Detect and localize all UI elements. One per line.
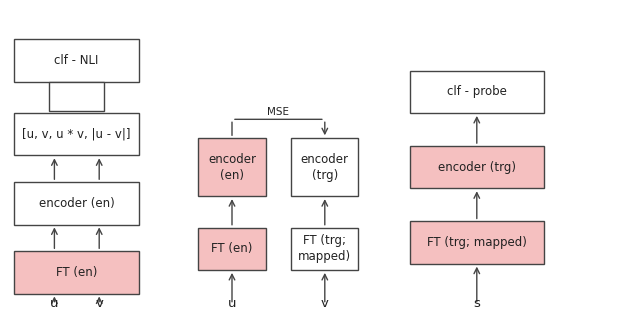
Text: encoder (en): encoder (en) (38, 197, 115, 210)
Text: [u, v, u * v, |u - v|]: [u, v, u * v, |u - v|] (22, 128, 131, 141)
Text: s: s (474, 297, 480, 310)
Text: clf - probe: clf - probe (447, 85, 507, 98)
Text: clf - NLI: clf - NLI (54, 54, 99, 67)
Bar (14, 182, 139, 225)
Text: MSE: MSE (268, 107, 289, 117)
Bar (291, 138, 358, 196)
Bar (410, 221, 544, 264)
Text: v: v (95, 297, 103, 310)
Bar (198, 138, 266, 196)
Bar (198, 228, 266, 270)
Bar (14, 113, 139, 155)
Text: FT (trg;
mapped): FT (trg; mapped) (298, 234, 351, 263)
Bar (410, 71, 544, 113)
Text: FT (en): FT (en) (211, 242, 253, 255)
Bar (14, 251, 139, 294)
Bar (410, 146, 544, 188)
Text: encoder (trg): encoder (trg) (438, 161, 516, 174)
Bar (49, 82, 104, 111)
Bar (14, 39, 139, 82)
Text: FT (trg; mapped): FT (trg; mapped) (427, 236, 527, 249)
Text: v: v (321, 297, 329, 310)
Text: u: u (228, 297, 236, 310)
Text: encoder
(en): encoder (en) (208, 153, 256, 182)
Text: encoder
(trg): encoder (trg) (301, 153, 349, 182)
Text: u: u (50, 297, 59, 310)
Bar (291, 228, 358, 270)
Text: FT (en): FT (en) (56, 266, 97, 279)
